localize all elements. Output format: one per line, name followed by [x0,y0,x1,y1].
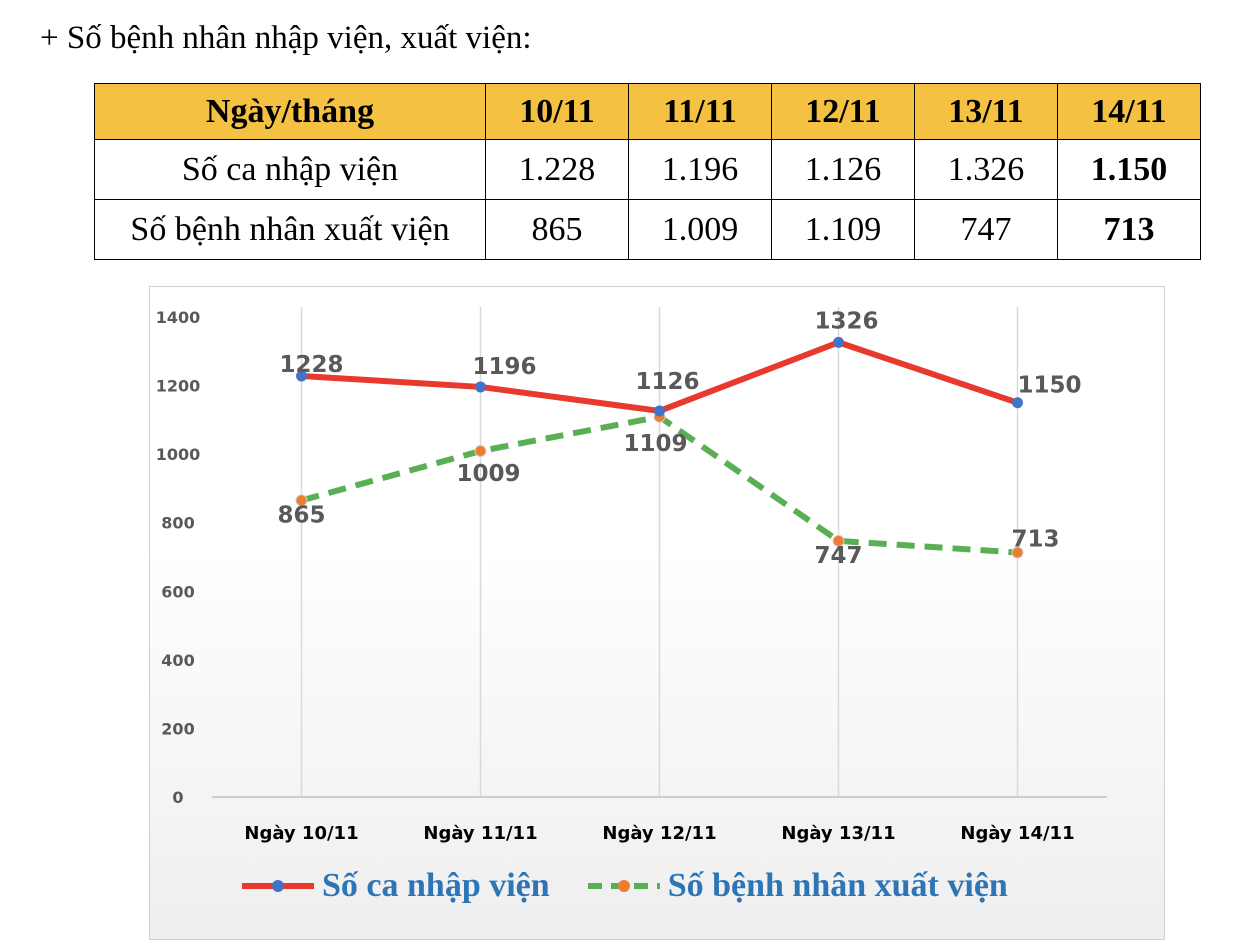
data-point-discharges [1011,546,1024,559]
data-label-admissions: 1196 [472,354,536,380]
y-tick-label: 1200 [156,377,201,396]
table-header-row: Ngày/tháng 10/11 11/11 12/11 13/11 14/11 [94,83,1201,140]
data-point-discharges [832,534,845,547]
table-cell: 713 [1057,199,1201,260]
legend-item-admissions: Số ca nhập viện [240,867,550,905]
header-cell: 13/11 [914,83,1058,140]
y-tick-label: 800 [161,514,194,533]
data-point-discharges [295,494,308,507]
legend-label: Số ca nhập viện [322,867,550,904]
solid-line-marker-icon [242,880,314,892]
x-tick-label: Ngày 12/11 [602,823,716,844]
x-tick-label: Ngày 11/11 [423,823,537,844]
x-tick-label: Ngày 14/11 [960,823,1074,844]
data-label-admissions: 1228 [279,352,343,378]
data-point-admissions [654,405,665,417]
data-point-admissions [296,370,307,382]
row-label: Số ca nhập viện [94,139,486,200]
table-row: Số bệnh nhân xuất viện 865 1.009 1.109 7… [94,199,1201,260]
data-point-discharges [474,445,487,458]
data-label-discharges: 713 [1011,527,1059,553]
legend-item-discharges: Số bệnh nhân xuất viện [586,867,1008,905]
table-cell: 1.150 [1057,139,1201,200]
section-heading: + Số bệnh nhân nhập viện, xuất viện: [40,20,532,56]
table-cell: 1.228 [485,139,629,200]
y-tick-label: 600 [161,582,194,601]
x-tick-label: Ngày 13/11 [781,823,895,844]
table-cell: 865 [485,199,629,260]
data-label-discharges: 747 [814,543,862,569]
admission-discharge-table: Ngày/tháng 10/11 11/11 12/11 13/11 14/11… [94,83,1201,260]
y-tick-label: 400 [161,651,194,670]
data-label-admissions: 1150 [1017,373,1081,399]
y-tick-label: 1400 [156,308,201,327]
y-tick-label: 200 [161,719,194,738]
x-tick-label: Ngày 10/11 [244,823,358,844]
y-tick-label: 0 [172,788,183,807]
y-tick-label: 1000 [156,445,201,464]
data-label-admissions: 1326 [814,308,878,334]
data-point-admissions [475,381,486,393]
data-label-admissions: 1126 [635,369,699,395]
row-label: Số bệnh nhân xuất viện [94,199,486,260]
data-point-admissions [833,336,844,348]
data-label-discharges: 1009 [456,461,520,487]
data-point-admissions [1012,397,1023,409]
header-cell: Ngày/tháng [94,83,486,140]
header-cell: 11/11 [628,83,772,140]
table-row: Số ca nhập viện 1.228 1.196 1.126 1.326 … [94,139,1201,200]
header-cell: 14/11 [1057,83,1201,140]
header-cell: 10/11 [485,83,629,140]
table-cell: 1.009 [628,199,772,260]
dashed-line-marker-icon [587,880,660,892]
legend-label: Số bệnh nhân xuất viện [667,867,1008,904]
chart-legend: Số ca nhập viện Số bệnh nhân xuất viện [240,867,1044,905]
data-label-discharges: 1109 [623,431,687,457]
table-cell: 747 [914,199,1058,260]
data-label-discharges: 865 [277,502,325,528]
table-cell: 1.196 [628,139,772,200]
